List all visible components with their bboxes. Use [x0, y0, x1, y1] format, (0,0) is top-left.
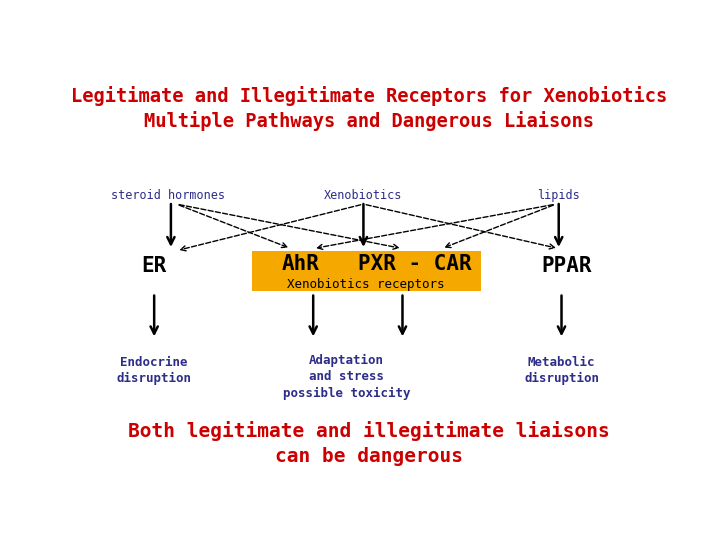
- Text: Xenobiotics receptors: Xenobiotics receptors: [287, 278, 445, 291]
- Text: Adaptation
and stress
possible toxicity: Adaptation and stress possible toxicity: [283, 354, 410, 400]
- Text: Xenobiotics: Xenobiotics: [324, 190, 402, 202]
- Text: Legitimate and Illegitimate Receptors for Xenobiotics
Multiple Pathways and Dang: Legitimate and Illegitimate Receptors fo…: [71, 85, 667, 131]
- Text: Metabolic
disruption: Metabolic disruption: [524, 356, 599, 385]
- Text: PPAR: PPAR: [542, 256, 593, 276]
- Text: PXR - CAR: PXR - CAR: [358, 254, 472, 274]
- Bar: [252, 277, 481, 292]
- Bar: [252, 251, 349, 278]
- Bar: [349, 251, 481, 278]
- Text: steroid hormones: steroid hormones: [111, 190, 225, 202]
- Text: AhR: AhR: [282, 254, 320, 274]
- Text: ER: ER: [142, 256, 167, 276]
- Text: Both legitimate and illegitimate liaisons
can be dangerous: Both legitimate and illegitimate liaison…: [128, 421, 610, 465]
- Text: lipids: lipids: [537, 190, 580, 202]
- Text: Endocrine
disruption: Endocrine disruption: [117, 356, 192, 385]
